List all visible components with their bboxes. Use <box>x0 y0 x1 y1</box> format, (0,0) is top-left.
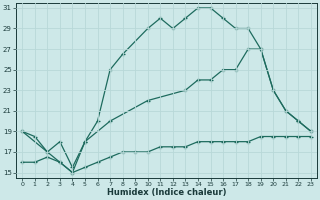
X-axis label: Humidex (Indice chaleur): Humidex (Indice chaleur) <box>107 188 226 197</box>
